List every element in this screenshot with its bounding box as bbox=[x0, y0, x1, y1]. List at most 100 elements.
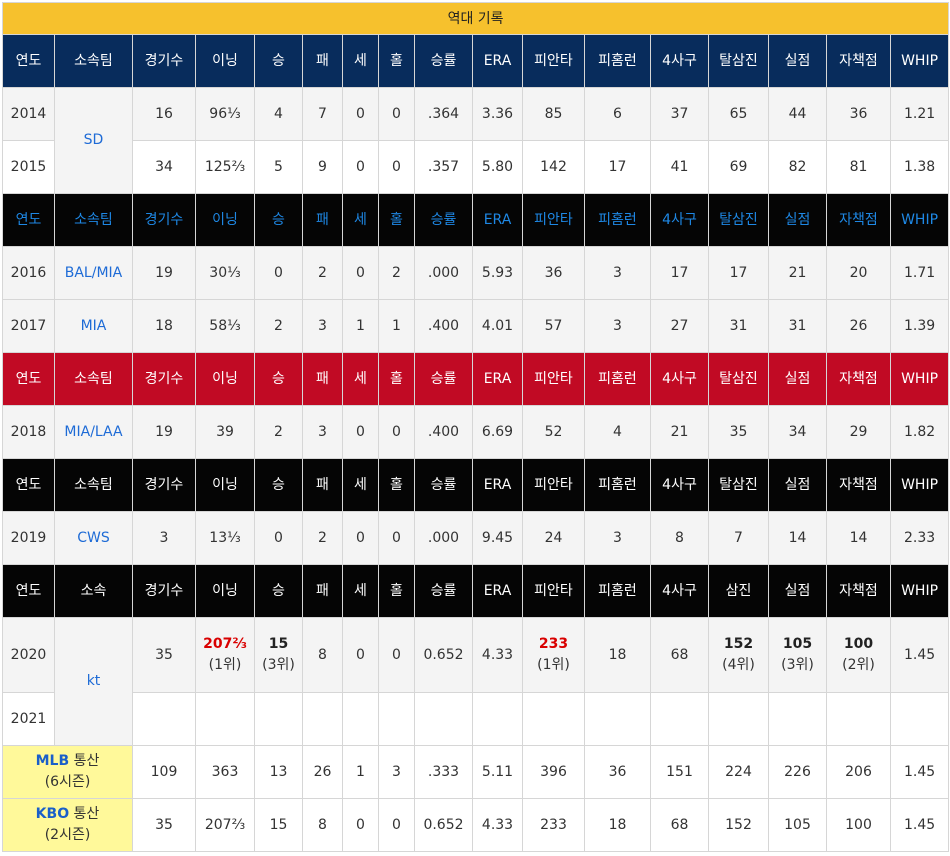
totals-label: 통산 bbox=[73, 753, 100, 769]
wins-rank: (3위) bbox=[262, 657, 295, 673]
table-row: 2018 MIA/LAA 19 39 2 3 0 0 .400 6.69 52 … bbox=[2, 405, 950, 459]
cell-losses: 7 bbox=[302, 87, 343, 141]
header-hits: 피안타 bbox=[522, 34, 585, 88]
cell-saves: 0 bbox=[342, 405, 379, 459]
cell-runs: 14 bbox=[768, 511, 827, 565]
team-link-mia-laa[interactable]: MIA/LAA bbox=[54, 405, 133, 459]
totals-seasons: (6시즌) bbox=[44, 774, 91, 790]
cell-year: 2014 bbox=[2, 87, 55, 141]
cell-er: 81 bbox=[826, 140, 891, 194]
cell-losses: 2 bbox=[302, 246, 343, 300]
table-title: 역대 기록 bbox=[1, 2, 950, 35]
header-er: 자책점 bbox=[826, 352, 891, 406]
cell-losses: 26 bbox=[302, 745, 343, 799]
table-row: 2019 CWS 3 13⅓ 0 2 0 0 .000 9.45 24 3 8 … bbox=[2, 511, 950, 565]
cell-hits: 24 bbox=[522, 511, 585, 565]
league-link-kbo[interactable]: KBO bbox=[35, 806, 70, 822]
team-link-kt[interactable]: kt bbox=[54, 617, 133, 746]
cell-losses: 2 bbox=[302, 511, 343, 565]
cell-hits: 52 bbox=[522, 405, 585, 459]
header-row: 연도 소속팀 경기수 이닝 승 패 세 홀 승률 ERA 피안타 피홈런 4사구… bbox=[2, 458, 950, 512]
cell-wins: 2 bbox=[254, 299, 303, 353]
cell-holds: 0 bbox=[378, 140, 415, 194]
cell-era: 5.93 bbox=[472, 246, 523, 300]
cell-games: 35 bbox=[132, 798, 196, 852]
header-runs: 실점 bbox=[768, 458, 827, 512]
cell-hr: 3 bbox=[584, 246, 651, 300]
cell-era: 4.01 bbox=[472, 299, 523, 353]
league-link-mlb[interactable]: MLB bbox=[35, 753, 70, 769]
cell-hr: 18 bbox=[584, 617, 651, 693]
header-wins: 승 bbox=[254, 193, 303, 247]
table-row: 2015 34 125⅔ 5 9 0 0 .357 5.80 142 17 41… bbox=[2, 140, 950, 194]
cell-holds: 0 bbox=[378, 87, 415, 141]
totals-label-mlb: MLB 통산 (6시즌) bbox=[2, 745, 133, 799]
cell-holds: 2 bbox=[378, 246, 415, 300]
cell-games: 16 bbox=[132, 87, 196, 141]
header-bb: 4사구 bbox=[650, 34, 709, 88]
cell-hr: 17 bbox=[584, 140, 651, 194]
cell-era: 6.69 bbox=[472, 405, 523, 459]
cell-era: 4.33 bbox=[472, 617, 523, 693]
team-link-cws[interactable]: CWS bbox=[54, 511, 133, 565]
header-saves: 세 bbox=[342, 564, 379, 618]
cell-wins: 15 bbox=[254, 798, 303, 852]
so-value: 152 bbox=[723, 636, 754, 652]
team-link-mia[interactable]: MIA bbox=[54, 299, 133, 353]
cell-innings: 39 bbox=[195, 405, 255, 459]
header-row: 연도 소속 경기수 이닝 승 패 세 홀 승률 ERA 피안타 피홈런 4사구 … bbox=[2, 564, 950, 618]
innings-value: 207⅔ bbox=[203, 636, 247, 652]
header-whip: WHIP bbox=[889, 193, 950, 247]
header-losses: 패 bbox=[302, 193, 343, 247]
cell-er: 29 bbox=[826, 405, 891, 459]
cell-er: 20 bbox=[826, 246, 891, 300]
cell-wins: 0 bbox=[254, 511, 303, 565]
header-era: ERA bbox=[472, 193, 523, 247]
header-era: ERA bbox=[472, 564, 523, 618]
cell-saves: 0 bbox=[342, 87, 379, 141]
cell-bb: 8 bbox=[650, 511, 709, 565]
cell-bb: 68 bbox=[650, 617, 709, 693]
header-innings: 이닝 bbox=[195, 458, 255, 512]
header-runs: 실점 bbox=[768, 193, 827, 247]
header-holds: 홀 bbox=[378, 193, 415, 247]
cell-year: 2020 bbox=[2, 617, 55, 693]
cell-year: 2016 bbox=[2, 246, 55, 300]
header-hr: 피홈런 bbox=[584, 352, 651, 406]
header-holds: 홀 bbox=[378, 564, 415, 618]
cell-so: 152 (4위) bbox=[708, 617, 769, 693]
cell-er: 36 bbox=[826, 87, 891, 141]
cell-year: 2018 bbox=[2, 405, 55, 459]
totals-seasons: (2시즌) bbox=[44, 827, 91, 843]
header-hr: 피홈런 bbox=[584, 458, 651, 512]
cell-so: 7 bbox=[708, 511, 769, 565]
cell-hr: 6 bbox=[584, 87, 651, 141]
cell-saves: 0 bbox=[342, 617, 379, 693]
cell-win-pct: .333 bbox=[414, 745, 473, 799]
cell-whip: 1.21 bbox=[889, 87, 950, 141]
header-whip: WHIP bbox=[889, 34, 950, 88]
header-er: 자책점 bbox=[826, 458, 891, 512]
cell-hits: 233 bbox=[522, 798, 585, 852]
header-losses: 패 bbox=[302, 352, 343, 406]
cell-holds: 3 bbox=[378, 745, 415, 799]
header-bb: 4사구 bbox=[650, 352, 709, 406]
team-link-bal-mia[interactable]: BAL/MIA bbox=[54, 246, 133, 300]
cell-runs: 82 bbox=[768, 140, 827, 194]
header-era: ERA bbox=[472, 352, 523, 406]
cell-win-pct: .400 bbox=[414, 299, 473, 353]
cell-innings: 363 bbox=[195, 745, 255, 799]
header-year: 연도 bbox=[2, 564, 55, 618]
header-innings: 이닝 bbox=[195, 564, 255, 618]
cell-whip: 1.45 bbox=[889, 745, 950, 799]
header-games: 경기수 bbox=[132, 458, 196, 512]
header-team: 소속팀 bbox=[54, 193, 133, 247]
team-link-sd[interactable]: SD bbox=[54, 87, 133, 194]
cell-er: 100 (2위) bbox=[826, 617, 891, 693]
cell-wins: 2 bbox=[254, 405, 303, 459]
cell-games: 18 bbox=[132, 299, 196, 353]
cell-whip: 1.45 bbox=[889, 617, 950, 693]
cell-runs: 34 bbox=[768, 405, 827, 459]
cell-er: 14 bbox=[826, 511, 891, 565]
cell-saves: 0 bbox=[342, 798, 379, 852]
